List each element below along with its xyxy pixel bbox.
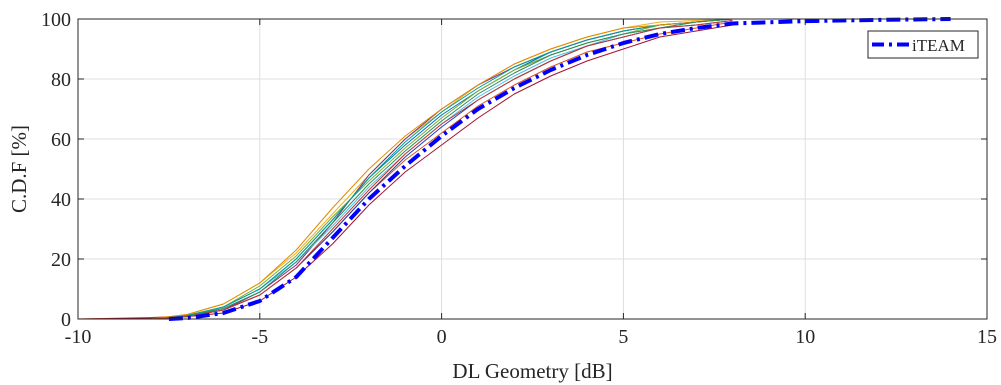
x-axis-label: DL Geometry [dB]: [452, 359, 612, 383]
x-tick-label: 10: [795, 326, 815, 348]
legend: iTEAM: [867, 30, 979, 59]
x-tick-label: -5: [251, 326, 268, 348]
x-tick-label: 0: [437, 326, 447, 348]
legend-box: [867, 30, 979, 59]
y-tick-label: 40: [51, 189, 71, 211]
y-tick-label: 20: [51, 249, 71, 271]
x-tick-label: -10: [65, 326, 92, 348]
x-tick-label: 5: [618, 326, 628, 348]
x-tick-label: 15: [977, 326, 997, 348]
series-line-iteam: [168, 17, 951, 321]
series-line-5: [150, 18, 733, 320]
y-tick-label: 60: [51, 129, 71, 151]
plot-frame: [77, 18, 988, 320]
series-layer: [77, 17, 951, 321]
series-line-12: [150, 20, 733, 320]
series-line-8: [150, 18, 733, 320]
series-line-11: [150, 18, 733, 320]
plot-area: [78, 19, 987, 319]
y-tick-label: 80: [51, 69, 71, 91]
y-tick-label: 0: [61, 309, 71, 331]
y-axis-label: C.D.F [%]: [7, 125, 31, 213]
series-line-10: [150, 18, 733, 320]
ticks: -10 -5 0 5 10 15 0 20 40 60 80 100: [41, 9, 997, 348]
legend-label-iteam: iTEAM: [912, 36, 965, 55]
y-tick-label: 100: [41, 9, 71, 31]
